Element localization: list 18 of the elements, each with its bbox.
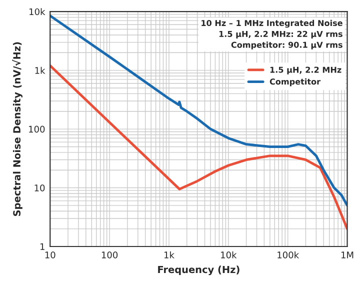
y-tick-label: 100 (29, 126, 45, 133)
x-tick-label: 100 (102, 252, 118, 258)
x-tick-label: 10 (45, 252, 56, 258)
y-tick-label: 1 (40, 243, 44, 250)
x-tick-label: 1k (164, 251, 174, 258)
y-axis-title: Spectral Noise Density (nV/√Hz) (12, 42, 22, 216)
x-tick-label: 100k (278, 251, 300, 258)
y-tick-label: 1k (35, 66, 46, 74)
annotation: Competitor: 90.1 µV rms (231, 42, 342, 50)
x-axis-title: Frequency (Hz) (158, 266, 240, 276)
x-tick-label: 10k (221, 251, 237, 258)
x-tick-label: 1M (341, 252, 354, 258)
legend-label: Competitor (270, 78, 321, 86)
annotation: 1.5 µH, 2.2 MHz: 22 µV rms (219, 30, 342, 39)
y-tick-label: 10 (34, 184, 45, 192)
legend-label: 1.5 µH, 2.2 MHz (270, 66, 342, 74)
y-tick-label: 10k (30, 8, 46, 16)
annotation: 10 Hz – 1 MHz Integrated Noise (202, 20, 342, 28)
